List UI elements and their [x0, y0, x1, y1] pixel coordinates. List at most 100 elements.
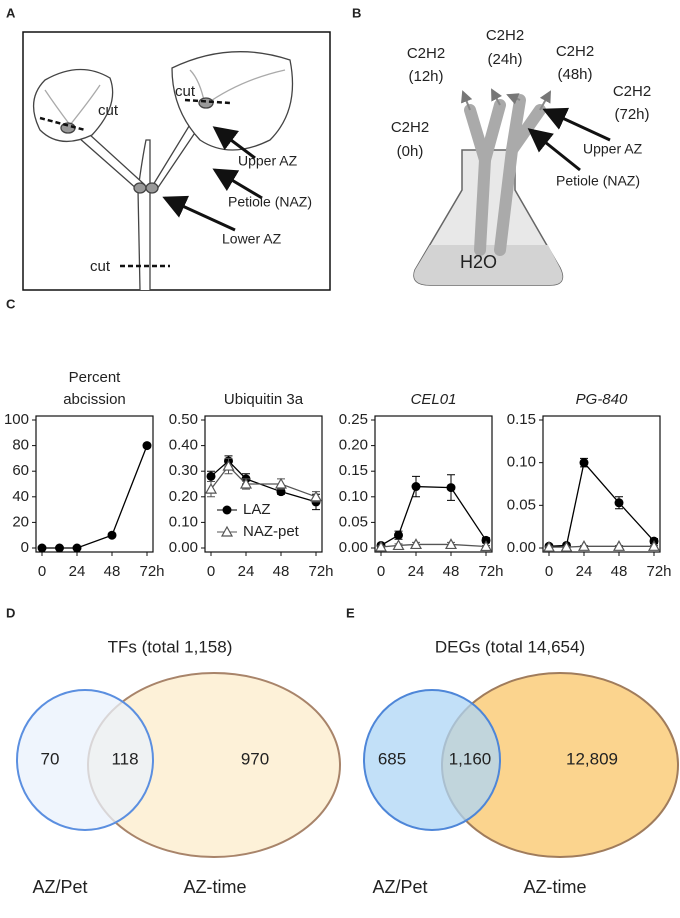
venn-count: 1,160 [449, 749, 492, 768]
x-tick-label: 0 [377, 563, 385, 580]
y-tick-label: 100 [4, 411, 29, 428]
label: H2O [460, 252, 497, 272]
label: (72h) [614, 106, 649, 123]
y-tick-label: 0.15 [339, 462, 368, 479]
y-tick-label: 0 [21, 539, 29, 556]
venn-set [363, 689, 501, 831]
marker [560, 540, 573, 552]
plant-sketch [33, 51, 294, 291]
x-tick-label: 24 [408, 563, 425, 580]
y-tick-label: 0.30 [169, 462, 198, 479]
chart-title: Percent [69, 369, 122, 386]
plot-frame [204, 415, 323, 553]
venn-count: 118 [111, 749, 138, 768]
x-tick-label: 48 [273, 563, 290, 580]
venn-count: 70 [41, 749, 60, 768]
marker [647, 540, 661, 551]
marker [446, 483, 456, 493]
label: (12h) [408, 68, 443, 85]
label: C2H2 [556, 43, 594, 60]
y-tick-label: 0.20 [339, 437, 368, 454]
panel-letter: B [352, 5, 361, 20]
y-tick-label: 0.10 [169, 513, 198, 530]
marker [55, 543, 64, 553]
marker [309, 490, 323, 502]
y-tick-label: 0.10 [339, 488, 368, 505]
chart-title: PG-840 [576, 391, 628, 408]
label: (24h) [487, 51, 522, 68]
marker [612, 540, 626, 551]
legend-label: LAZ [243, 501, 271, 518]
marker [239, 477, 253, 489]
y-tick-label: 0.50 [169, 411, 198, 428]
venn-set-label: AZ-time [524, 877, 587, 897]
panel-letter: C [6, 296, 16, 311]
marker [204, 482, 218, 494]
series-line [42, 445, 148, 549]
chart-title: Ubiquitin 3a [224, 391, 304, 408]
marker [444, 538, 458, 550]
panel-letter: A [6, 5, 16, 20]
x-tick-label: 72h [646, 563, 671, 580]
label: C2H2 [613, 83, 651, 100]
label: Upper AZ [238, 153, 298, 169]
legend-label: NAZ-pet [243, 523, 300, 540]
marker [409, 538, 423, 550]
y-tick-label: 0.15 [507, 411, 536, 428]
y-tick-label: 0.00 [169, 539, 198, 556]
plot-frame [35, 415, 154, 553]
label: C2H2 [486, 27, 524, 44]
marker [392, 539, 405, 551]
label: (0h) [397, 143, 424, 160]
marker [222, 459, 235, 471]
plot-frame [542, 415, 661, 553]
venn-count: 685 [378, 749, 406, 768]
arrows [527, 107, 611, 172]
x-tick-label: 0 [207, 563, 215, 580]
marker [274, 477, 288, 489]
marker [579, 458, 589, 468]
x-tick-label: 0 [545, 563, 553, 580]
arrows [162, 126, 263, 232]
label: (48h) [557, 66, 592, 83]
panel-letter: D [6, 605, 15, 620]
marker [222, 505, 232, 515]
venn-set [16, 689, 154, 831]
marker [614, 498, 624, 508]
marker [142, 441, 152, 451]
venn-count: 12,809 [566, 749, 618, 768]
panel-letter: E [346, 605, 355, 620]
label: C2H2 [391, 119, 429, 136]
x-tick-label: 0 [38, 563, 46, 580]
chart-title: abcission [63, 391, 126, 408]
x-tick-label: 24 [238, 563, 255, 580]
label: C2H2 [407, 45, 445, 62]
marker [206, 471, 216, 481]
plot-frame [374, 415, 493, 553]
x-tick-label: 48 [611, 563, 628, 580]
x-tick-label: 24 [69, 563, 86, 580]
chart-title: CEL01 [411, 391, 457, 408]
label: cut [175, 83, 196, 100]
marker [72, 543, 82, 553]
y-tick-label: 60 [12, 462, 29, 479]
y-tick-label: 0.20 [169, 488, 198, 505]
label: Lower AZ [222, 231, 282, 247]
venn-set-label: AZ/Pet [372, 877, 427, 897]
venn-title: TFs (total 1,158) [108, 637, 233, 656]
flask-sketch [413, 88, 564, 286]
cut-lines [39, 98, 231, 268]
marker [479, 540, 493, 552]
venn-set-label: AZ-time [184, 877, 247, 897]
venn-title: DEGs (total 14,654) [435, 637, 585, 656]
y-tick-label: 0.10 [507, 454, 536, 471]
marker [411, 482, 421, 492]
y-tick-label: 40 [12, 488, 29, 505]
y-tick-label: 0.00 [507, 539, 536, 556]
venn-set-label: AZ/Pet [32, 877, 87, 897]
marker [220, 525, 234, 537]
y-tick-label: 0.25 [339, 411, 368, 428]
label: Upper AZ [583, 141, 643, 157]
marker [37, 543, 47, 553]
